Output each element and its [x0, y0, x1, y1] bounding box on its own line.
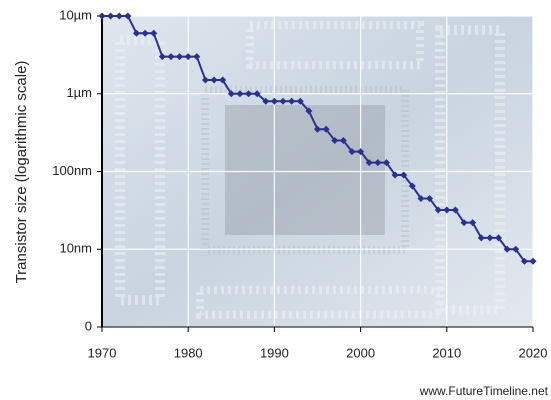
x-tick-label: 2000: [346, 345, 375, 360]
chart: 0 10nm 100nm 1µm 10µm 1970 1980 1990 2000 2010 202…: [0, 0, 551, 400]
y-tick-label: 10nm: [59, 241, 92, 256]
y-axis-label: Transistor size (logarithmic scale): [13, 61, 30, 284]
y-tick-label: 0: [85, 318, 92, 333]
source: www.FutureTimeline.net: [419, 384, 549, 398]
x-tick-label: 1970: [88, 345, 117, 360]
x-tick-label: 1980: [174, 345, 203, 360]
x-tick-label: 1990: [260, 345, 289, 360]
y-tick-label: 1µm: [66, 85, 92, 100]
x-tick-label: 2010: [432, 345, 461, 360]
y-tick-label: 10µm: [59, 7, 92, 22]
x-tick-label: 2020: [519, 345, 548, 360]
y-tick-label: 100nm: [52, 163, 92, 178]
